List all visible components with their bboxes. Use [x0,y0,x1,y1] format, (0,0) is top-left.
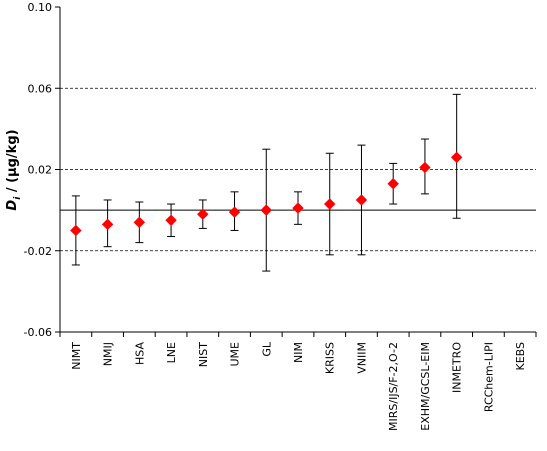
data-point [324,198,336,210]
x-tick-label: INMETRO [451,342,464,393]
x-tick-label: RCChem-LIPI [482,342,495,412]
y-axis-label-subscript: i [12,196,23,200]
y-tick-label: 0.10 [28,1,53,14]
gridlines [60,87,536,252]
x-tick-label: KEBS [514,342,527,371]
x-tick-label: NIMT [70,342,83,370]
x-tick-label: UME [229,342,242,367]
x-tick-label: GL [260,341,273,357]
data-point [165,214,177,226]
x-tick-labels: NIMT NMIJ HSA LNE NIST UME GL NIM KRISS VNIIM MIRS… [70,341,527,431]
data-point [450,151,463,164]
y-axis-label-unit: / (µg/kg) [5,129,21,197]
y-axis-label-text: Di / (µg/kg) [5,129,23,210]
data-point [355,194,368,206]
y-tick-label: -0.02 [24,245,52,258]
data-point [387,178,399,190]
x-tick-label: EXHM/GCSL-EIM [419,342,432,431]
x-ticks [59,332,537,337]
x-tick-label: NIST [197,342,210,367]
data-point [70,224,82,237]
data-point [292,202,304,214]
x-tick-label: LNE [165,342,178,363]
y-axis-label: Di / (µg/kg) [5,60,23,280]
data-point [197,208,209,220]
x-tick-label: KRISS [324,342,337,374]
data-point [133,216,146,229]
x-tick-label: MIRS/IJS/F-2,O-2 [387,342,400,431]
data-point [419,161,431,174]
data-point [101,218,114,231]
data-point [228,206,241,218]
x-tick-label: HSA [133,342,146,365]
y-tick-label: -0.06 [24,326,52,339]
x-tick-label: VNIIM [355,342,368,374]
y-axis-label-variable: D [5,199,21,211]
data-points [70,151,463,237]
error-bars [71,93,461,272]
y-tick-label: 0.06 [28,82,53,95]
x-tick-label: NMIJ [102,342,115,366]
x-tick-label: NIM [292,342,305,363]
y-tick-label: 0.02 [28,164,53,177]
data-point [260,204,272,216]
y-ticks: 0.10 0.06 0.02 -0.02 -0.06 [24,1,60,339]
